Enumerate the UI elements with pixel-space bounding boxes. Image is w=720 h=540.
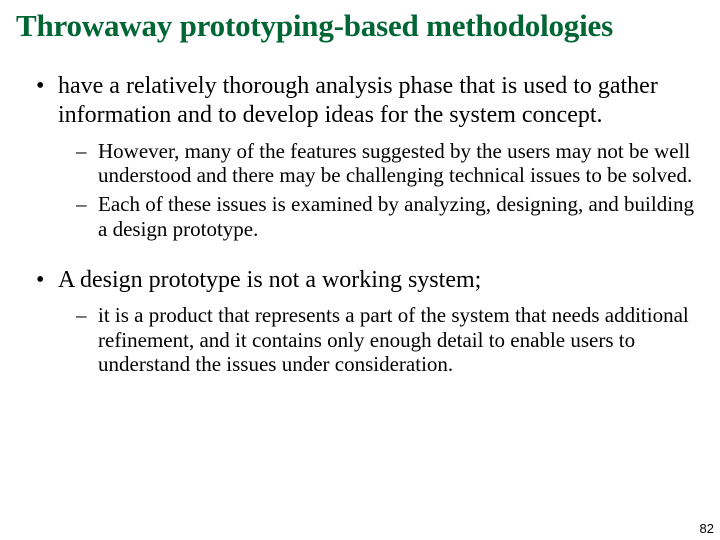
list-item: have a relatively thorough analysis phas… — [58, 72, 704, 242]
bullet-text: However, many of the features suggested … — [98, 139, 692, 188]
list-item: However, many of the features suggested … — [98, 139, 704, 189]
bullet-list: A design prototype is not a working syst… — [16, 266, 704, 378]
sub-list: However, many of the features suggested … — [58, 139, 704, 242]
bullet-list: have a relatively thorough analysis phas… — [16, 72, 704, 242]
spacer — [16, 248, 704, 266]
bullet-text: A design prototype is not a working syst… — [58, 267, 481, 293]
bullet-text: it is a product that represents a part o… — [98, 303, 689, 377]
bullet-text: have a relatively thorough analysis phas… — [58, 73, 658, 128]
list-item: A design prototype is not a working syst… — [58, 266, 704, 378]
sub-list: it is a product that represents a part o… — [58, 303, 704, 377]
slide-title: Throwaway prototyping-based methodologie… — [16, 8, 704, 44]
bullet-text: Each of these issues is examined by anal… — [98, 192, 694, 241]
page-number: 82 — [700, 521, 714, 536]
slide: Throwaway prototyping-based methodologie… — [0, 0, 720, 540]
list-item: it is a product that represents a part o… — [98, 303, 704, 377]
list-item: Each of these issues is examined by anal… — [98, 192, 704, 242]
